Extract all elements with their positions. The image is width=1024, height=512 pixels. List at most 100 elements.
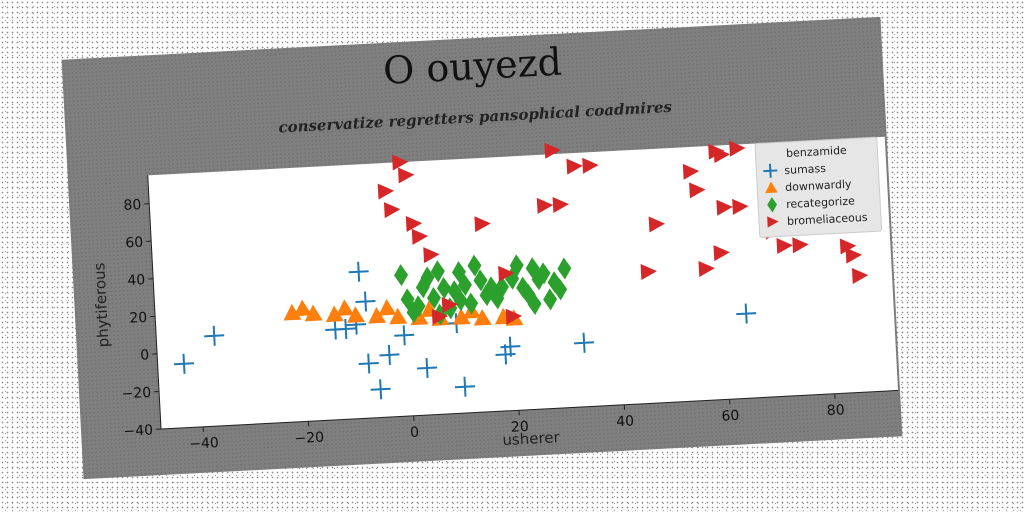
- legend-label-recategorize: recategorize: [786, 194, 856, 211]
- downwardly-point: [325, 305, 344, 323]
- y-tick-label: 80: [123, 197, 142, 214]
- bromeliaceous-point: [713, 245, 730, 262]
- sumass-point: [454, 376, 476, 397]
- recategorize-point: [420, 266, 435, 289]
- bromeliaceous-point: [405, 216, 423, 233]
- scatter-plot: −40 −20 0 20 40 60 80 −40 −20 0 20 40 60 80 usherer p…: [90, 136, 899, 453]
- x-tick-label: 80: [826, 402, 845, 419]
- sumass-point: [335, 318, 356, 339]
- bromeliaceous-point: [648, 216, 666, 233]
- recategorize-point: [553, 278, 568, 301]
- bromeliaceous-point: [392, 154, 409, 171]
- bromeliaceous-point: [839, 238, 857, 255]
- x-tick-label: 0: [410, 425, 420, 441]
- recategorize-point: [430, 260, 445, 283]
- bromeliaceous-point: [423, 247, 440, 264]
- downwardly-point: [293, 299, 312, 317]
- y-tick-label: 40: [127, 272, 146, 289]
- recategorize-point: [536, 262, 551, 285]
- downwardly-point: [452, 308, 471, 325]
- bromeliaceous-point: [713, 147, 731, 164]
- recategorize-point: [457, 274, 472, 296]
- bromeliaceous-point: [776, 238, 793, 255]
- recategorize-point: [394, 264, 409, 287]
- bromeliaceous-point: [383, 202, 401, 219]
- recategorize-point: [467, 254, 482, 277]
- bromeliaceous-point: [845, 247, 862, 264]
- legend-marker-recategorize: [767, 197, 778, 213]
- y-axis-label: phytiferous: [90, 262, 112, 348]
- bromeliaceous-point: [397, 167, 415, 184]
- downwardly-point: [347, 306, 366, 323]
- bromeliaceous-point: [640, 264, 657, 280]
- bromeliaceous-point: [851, 268, 869, 284]
- downwardly-point: [336, 299, 355, 316]
- y-tick-label: 60: [125, 235, 144, 252]
- bromeliaceous-point: [792, 237, 809, 254]
- bromeliaceous-point: [716, 199, 733, 216]
- recategorize-point: [509, 254, 524, 277]
- legend-marker-downwardly: [765, 181, 778, 194]
- y-tick-label: −40: [123, 422, 153, 440]
- sumass-point: [574, 332, 595, 353]
- downwardly-point: [378, 298, 397, 316]
- recategorize-point: [494, 275, 509, 298]
- downwardly-point: [304, 304, 323, 322]
- recategorize-point: [411, 295, 426, 318]
- recategorize-point: [473, 269, 488, 292]
- legend-label-bromeliaceous: bromeliaceous: [787, 211, 868, 228]
- legend-box: [754, 136, 883, 238]
- recategorize-point: [531, 268, 546, 291]
- sumass-point: [500, 336, 521, 357]
- sumass-point: [736, 303, 757, 324]
- x-tick-label: 20: [511, 419, 530, 436]
- legend-label-sumass: sumass: [784, 162, 827, 177]
- bromeliaceous-point: [729, 140, 746, 157]
- sumass-point: [355, 291, 376, 312]
- bromeliaceous-point: [544, 142, 561, 159]
- bromeliaceous-point: [698, 260, 715, 277]
- bromeliaceous-point: [411, 228, 429, 245]
- legend-marker-bromeliaceous: [767, 216, 779, 228]
- bromeliaceous-point: [536, 197, 554, 214]
- recategorize-point: [436, 277, 451, 299]
- x-axis-line: [161, 389, 899, 430]
- bromeliaceous-point: [505, 308, 523, 325]
- sumass-point: [348, 261, 369, 282]
- y-tick-label: −20: [121, 385, 151, 403]
- sumass-point: [173, 353, 195, 374]
- bromeliaceous-point: [732, 198, 749, 215]
- recategorize-point: [406, 301, 421, 324]
- y-tick-label: 0: [140, 347, 150, 363]
- legend-marker-sumass: [763, 163, 778, 178]
- recategorize-point: [464, 292, 479, 315]
- axes: −40 −20 0 20 40 60 80 −40 −20 0 20 40 60 80: [121, 175, 899, 453]
- sumass-point: [358, 353, 379, 374]
- recategorize-point: [484, 276, 499, 299]
- sumass-point: [370, 379, 391, 400]
- x-tick-label: 40: [616, 413, 635, 430]
- bromeliaceous-point: [431, 308, 449, 325]
- y-tick-label: 20: [129, 310, 148, 327]
- recategorize-point: [479, 284, 494, 307]
- downwardly-point: [389, 307, 408, 325]
- y-axis-line: [147, 175, 162, 430]
- bromeliaceous-point: [377, 183, 395, 200]
- legend-title: benzamide: [786, 144, 848, 160]
- x-axis-label: usherer: [502, 428, 561, 449]
- recategorize-point: [453, 289, 468, 312]
- sumass-point: [204, 325, 225, 346]
- bromeliaceous-point: [474, 216, 491, 233]
- bromeliaceous-point: [566, 158, 583, 175]
- sumass-point: [417, 357, 438, 379]
- recategorize-point: [543, 288, 558, 311]
- recategorize-point: [415, 276, 430, 299]
- figure-panel: O ouyezd conservatize regretters pansoph…: [61, 16, 903, 480]
- bromeliaceous-point: [552, 197, 569, 214]
- bromeliaceous-point: [689, 182, 706, 199]
- x-tick-label: −40: [189, 435, 219, 453]
- downwardly-point: [473, 309, 492, 326]
- recategorize-point: [527, 292, 542, 315]
- bromeliaceous-point: [441, 297, 459, 314]
- bromeliaceous-point: [682, 163, 700, 180]
